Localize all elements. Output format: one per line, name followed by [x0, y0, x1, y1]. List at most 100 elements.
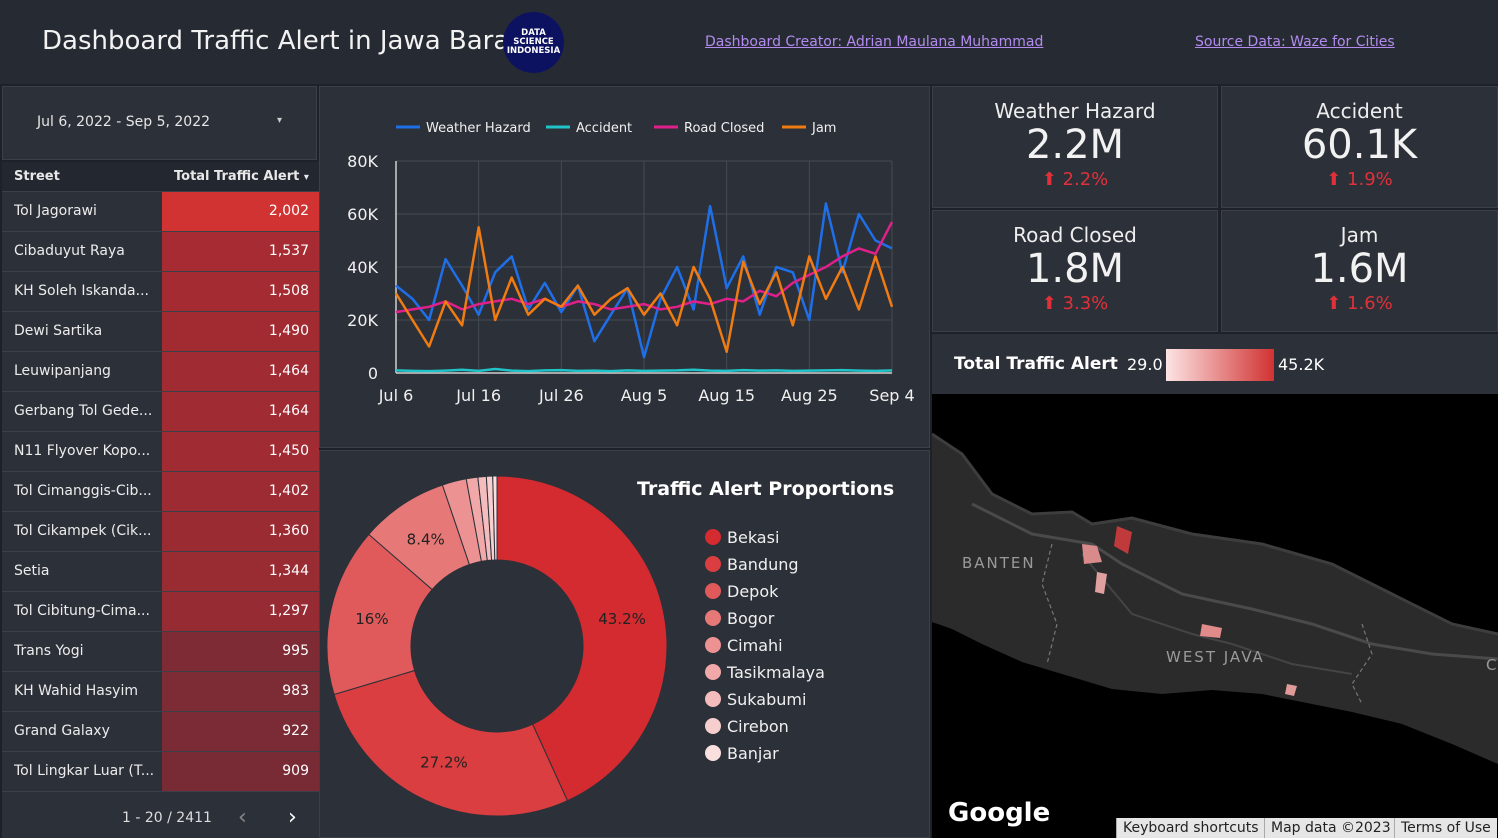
y-tick-label: 20K	[347, 311, 378, 330]
table-row[interactable]: Grand Galaxy 922	[2, 712, 319, 752]
legend-label: Road Closed	[684, 121, 764, 136]
total-alert-value: 1,450	[162, 432, 319, 471]
hotspot-bandung	[1200, 624, 1222, 638]
x-tick-label: Aug 5	[621, 386, 668, 405]
pie-legend-item[interactable]: Banjar	[705, 744, 779, 763]
column-total-traffic-alert[interactable]: Total Traffic Alert ▾	[174, 169, 309, 184]
kpi-delta: ⬆ 1.6%	[1326, 293, 1393, 314]
pie-legend-item[interactable]: Tasikmalaya	[705, 663, 825, 682]
series-line-road-closed[interactable]	[395, 221, 894, 314]
java-landmass	[932, 434, 1498, 764]
pie-chart-panel: 43.2% 27.2% 16% 8.4% Traffic Alert Proportio…	[319, 450, 930, 838]
next-page-button[interactable]: ›	[288, 805, 297, 830]
map-canvas[interactable]	[932, 394, 1498, 838]
legend-item[interactable]: Jam	[782, 121, 836, 136]
total-alert-value: 1,360	[162, 512, 319, 551]
table-row[interactable]: Leuwipanjang 1,464	[2, 352, 319, 392]
line-chart-panel: 0 20K 40K 60K 80K Jul 6 Jul 16 Jul 26 Aug 5 Aug 1…	[319, 86, 930, 448]
table-row[interactable]: Tol Cikampek (Cik... 1,360	[2, 512, 319, 552]
pie-slice-banjar[interactable]	[492, 475, 498, 561]
toll-road	[971, 502, 1498, 661]
creator-link[interactable]: Dashboard Creator: Adrian Maulana Muhamm…	[705, 34, 1044, 50]
series-line-accident[interactable]	[395, 367, 893, 373]
total-alert-value: 1,464	[162, 352, 319, 391]
table-row[interactable]: N11 Flyover Kopo... 1,450	[2, 432, 319, 472]
header: Dashboard Traffic Alert in Jawa Barat DA…	[0, 0, 1498, 84]
column-street[interactable]: Street	[14, 169, 60, 184]
kpi-delta: ⬆ 1.9%	[1326, 169, 1393, 190]
pie-legend-item[interactable]: Depok	[705, 582, 779, 601]
kpi-value: 1.8M	[1025, 246, 1125, 292]
pie-legend-item[interactable]: Bogor	[705, 609, 775, 628]
y-tick-label: 60K	[347, 205, 378, 224]
series-line-weather-hazard[interactable]	[395, 202, 893, 359]
pie-slice-bekasi[interactable]	[496, 475, 668, 802]
pie-chart-title: Traffic Alert Proportions	[637, 478, 894, 500]
kpi-weather-hazard: Weather Hazard 2.2M ⬆ 2.2%	[932, 86, 1218, 208]
table-row[interactable]: KH Wahid Hasyim 983	[2, 672, 319, 712]
pie-legend-item[interactable]: Bekasi	[705, 528, 779, 547]
legend-label: Depok	[727, 582, 779, 601]
pie-slice-bandung[interactable]	[333, 669, 569, 817]
legend-dot	[705, 529, 721, 545]
pager-range: 1 - 20 / 2411	[122, 810, 212, 826]
pie-legend-item[interactable]: Bandung	[705, 555, 799, 574]
kpi-label: Weather Hazard	[994, 99, 1156, 123]
table-row[interactable]: Setia 1,344	[2, 552, 319, 592]
keyboard-shortcuts-button[interactable]: Keyboard shortcuts	[1116, 818, 1265, 838]
legend-label: Banjar	[727, 744, 779, 763]
total-alert-value: 1,297	[162, 592, 319, 631]
prev-page-button[interactable]: ‹	[238, 805, 247, 830]
street-name: Dewi Sartika	[14, 323, 103, 339]
legend-dot	[705, 718, 721, 734]
total-alert-value: 995	[162, 632, 319, 671]
legend-label: Cimahi	[727, 636, 783, 655]
legend-max: 45.2K	[1278, 355, 1325, 374]
province-border-east	[1351, 623, 1373, 705]
pie-legend-item[interactable]: Cirebon	[705, 717, 789, 736]
legend-item[interactable]: Weather Hazard	[396, 121, 531, 136]
map-data-link[interactable]: Map data ©2023	[1264, 818, 1397, 838]
date-range-picker[interactable]: Jul 6, 2022 - Sep 5, 2022 ▾	[2, 86, 317, 160]
legend-dot	[705, 610, 721, 626]
legend-label: Bandung	[727, 555, 799, 574]
source-data-link[interactable]: Source Data: Waze for Cities	[1195, 34, 1395, 50]
legend-label: Jam	[811, 121, 836, 136]
table-row[interactable]: Trans Yogi 995	[2, 632, 319, 672]
traffic-alert-proportions-chart: 43.2% 27.2% 16% 8.4% Traffic Alert Proportio…	[326, 475, 894, 817]
table-row[interactable]: Tol Cimanggis-Cib... 1,402	[2, 472, 319, 512]
series-line-jam[interactable]	[394, 226, 894, 354]
table-row[interactable]: KH Soleh Iskanda... 1,508	[2, 272, 319, 312]
total-alert-value: 1,490	[162, 312, 319, 351]
pie-legend-item[interactable]: Sukabumi	[705, 690, 806, 709]
total-alert-value: 1,464	[162, 392, 319, 431]
table-row[interactable]: Cibaduyut Raya 1,537	[2, 232, 319, 272]
total-alert-value: 922	[162, 712, 319, 751]
y-tick-label: 40K	[347, 258, 378, 277]
total-alert-value: 1,402	[162, 472, 319, 511]
legend-label: Bogor	[727, 609, 775, 628]
street-name: Trans Yogi	[14, 643, 84, 659]
kpi-label: Accident	[1316, 99, 1403, 123]
table-row[interactable]: Tol Lingkar Luar (T... 909	[2, 752, 319, 792]
pie-slice-label: 8.4%	[407, 531, 445, 549]
table-row[interactable]: Tol Cibitung-Cima... 1,297	[2, 592, 319, 632]
street-name: Gerbang Tol Gede...	[14, 403, 153, 419]
legend-min: 29.0	[1127, 355, 1163, 374]
kpi-label: Road Closed	[1013, 223, 1137, 247]
table-row[interactable]: Gerbang Tol Gede... 1,464	[2, 392, 319, 432]
legend-item[interactable]: Accident	[546, 121, 632, 136]
legend-item[interactable]: Road Closed	[654, 121, 764, 136]
pie-legend-item[interactable]: Cimahi	[705, 636, 783, 655]
terms-of-use-link[interactable]: Terms of Use	[1394, 818, 1497, 838]
legend-gradient	[1166, 349, 1274, 381]
map[interactable]: BANTEN WEST JAVA C Google Keyboard short…	[932, 394, 1498, 838]
x-tick-label: Aug 15	[698, 386, 755, 405]
table-row[interactable]: Dewi Sartika 1,490	[2, 312, 319, 352]
legend-label: Tasikmalaya	[726, 663, 825, 682]
hotspot-bekasi	[1082, 544, 1102, 564]
street-name: KH Soleh Iskanda...	[14, 283, 149, 299]
legend-dot	[705, 583, 721, 599]
table-row[interactable]: Tol Jagorawi 2,002	[2, 192, 319, 232]
x-tick-label: Sep 4	[869, 386, 914, 405]
